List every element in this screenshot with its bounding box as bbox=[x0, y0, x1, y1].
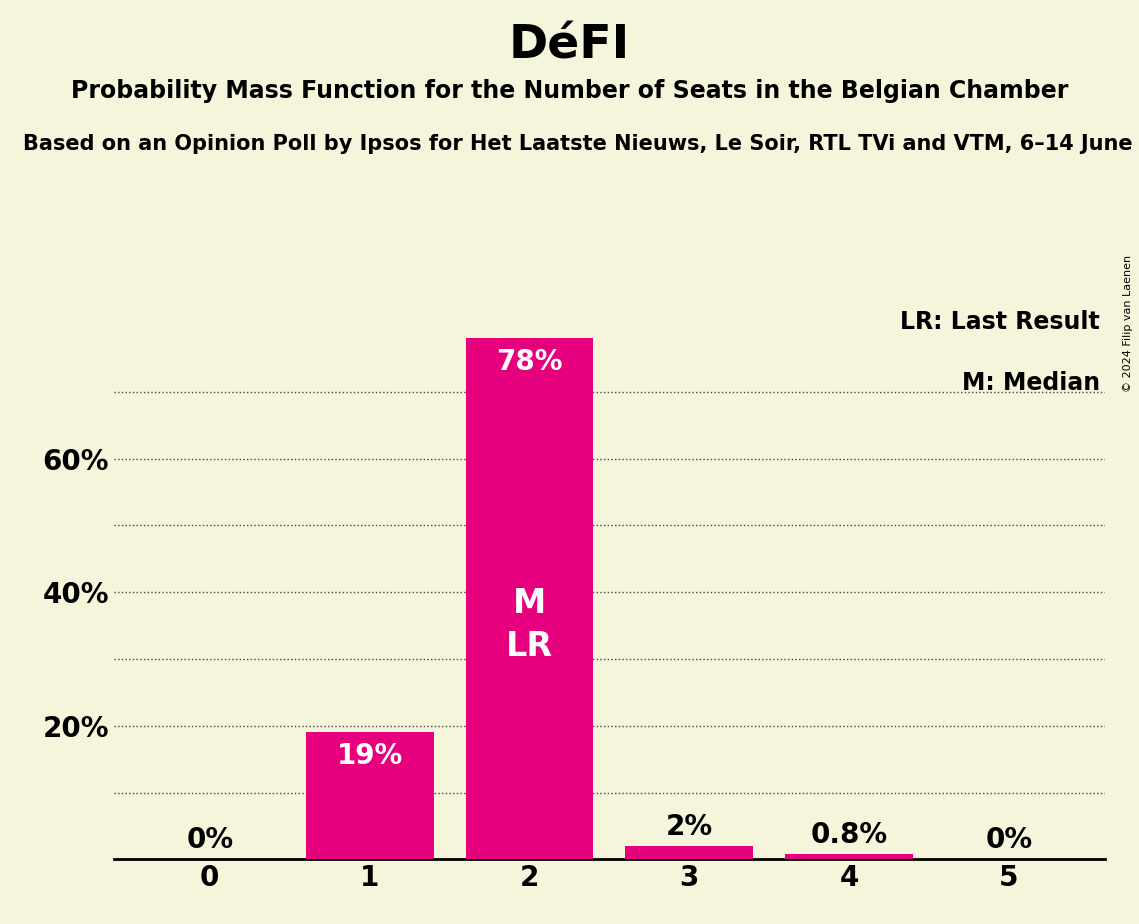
Bar bbox=[625, 846, 753, 859]
Text: LR: Last Result: LR: Last Result bbox=[900, 310, 1100, 334]
Text: Based on an Opinion Poll by Ipsos for Het Laatste Nieuws, Le Soir, RTL TVi and V: Based on an Opinion Poll by Ipsos for He… bbox=[23, 134, 1139, 154]
Text: 78%: 78% bbox=[497, 348, 563, 376]
Text: Probability Mass Function for the Number of Seats in the Belgian Chamber: Probability Mass Function for the Number… bbox=[71, 79, 1068, 103]
Bar bbox=[466, 338, 593, 859]
Text: 0.8%: 0.8% bbox=[811, 821, 887, 848]
Text: M
LR: M LR bbox=[506, 587, 554, 663]
Text: 2%: 2% bbox=[665, 812, 713, 841]
Text: 0%: 0% bbox=[985, 826, 1032, 854]
Text: 19%: 19% bbox=[336, 742, 403, 771]
Text: DéFI: DéFI bbox=[509, 23, 630, 68]
Text: © 2024 Filip van Laenen: © 2024 Filip van Laenen bbox=[1123, 255, 1133, 392]
Bar bbox=[785, 854, 913, 859]
Text: 0%: 0% bbox=[187, 826, 233, 854]
Bar bbox=[305, 733, 434, 859]
Text: M: Median: M: Median bbox=[961, 371, 1100, 395]
